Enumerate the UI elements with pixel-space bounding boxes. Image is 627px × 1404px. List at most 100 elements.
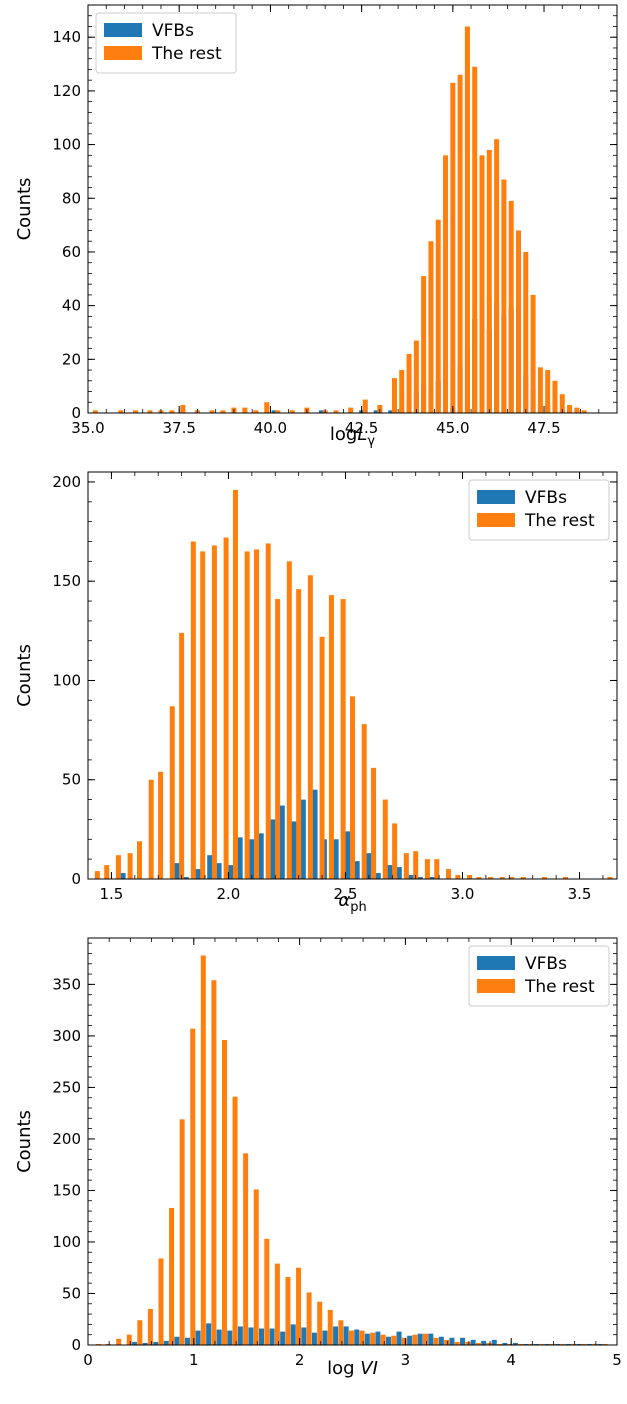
x-axis-label: αph [338, 890, 366, 915]
bar [301, 1327, 307, 1345]
bar [476, 877, 482, 879]
bar [340, 599, 346, 879]
bar [253, 410, 259, 413]
bar [391, 378, 397, 413]
x-tick-label: 4 [506, 1351, 516, 1369]
bar [371, 767, 377, 879]
x-axis-label: log VI [327, 1358, 378, 1379]
bar [563, 877, 568, 879]
bar [286, 561, 292, 879]
legend-label-the-rest: The rest [151, 44, 222, 64]
bar [290, 1324, 296, 1345]
bar [350, 696, 355, 879]
bar [291, 821, 297, 879]
y-tick-label: 100 [52, 1233, 81, 1251]
y-tick-label: 150 [52, 572, 81, 590]
y-tick-label: 100 [52, 671, 81, 689]
legend: VFBs The rest [468, 479, 610, 541]
bar [434, 859, 440, 879]
x-tick-label: 2.5 [334, 885, 358, 903]
bar [264, 1238, 270, 1345]
bar [433, 1337, 439, 1345]
legend-swatch-vfbs [104, 23, 142, 37]
bar [227, 1330, 233, 1345]
bar [180, 404, 186, 413]
bar [244, 551, 250, 879]
y-tick-label: 300 [52, 1027, 81, 1045]
bar [399, 370, 405, 413]
bar [501, 179, 507, 413]
x-tick-label: 35.0 [71, 419, 104, 437]
legend-label-the-rest: The rest [524, 511, 595, 531]
y-tick-label: 0 [71, 1336, 81, 1354]
x-tick-label: 45.0 [436, 419, 469, 437]
bar [158, 1258, 164, 1345]
legend-swatch-the-rest [477, 979, 515, 993]
bar [306, 1292, 312, 1345]
x-tick-label: 3.0 [451, 885, 475, 903]
bar [364, 1333, 370, 1345]
series-the-rest [92, 26, 587, 414]
bar [183, 877, 189, 879]
bar [424, 859, 430, 879]
bar [382, 799, 388, 879]
bar [366, 853, 372, 879]
bar [264, 402, 270, 413]
bar [221, 1040, 227, 1345]
bar [265, 543, 271, 879]
bar [343, 1326, 349, 1345]
legend-label-vfbs: VFBs [152, 21, 194, 41]
bar [258, 833, 264, 879]
bar [428, 241, 434, 413]
bar [607, 877, 613, 879]
bar [207, 855, 213, 879]
bar [417, 1333, 423, 1345]
y-axis-label: Counts [14, 1110, 35, 1173]
bar [423, 1333, 428, 1345]
bar [307, 575, 313, 879]
legend-label-vfbs: VFBs [525, 488, 567, 508]
bar [289, 410, 295, 413]
plot-frame [87, 937, 618, 1346]
bar [296, 589, 302, 879]
bar [413, 340, 419, 413]
x-tick-label: 3.5 [568, 885, 592, 903]
bar [464, 26, 470, 413]
bar [275, 410, 281, 413]
bar [444, 1339, 450, 1345]
bar [470, 1339, 476, 1345]
bar [190, 1028, 196, 1345]
x-tick-label: 1.5 [99, 885, 123, 903]
y-tick-label: 140 [52, 28, 81, 46]
bar [195, 869, 201, 879]
bar [270, 819, 276, 879]
y-tick-label: 0 [71, 870, 81, 888]
bar [544, 1343, 550, 1345]
bar [450, 82, 456, 413]
y-tick-label: 50 [62, 771, 81, 789]
bar [237, 1326, 243, 1345]
bar [362, 399, 368, 413]
bar [254, 549, 260, 879]
x-axis-label: logLγ [330, 424, 375, 449]
bar [537, 367, 543, 413]
x-tick-label: 47.5 [527, 419, 560, 437]
bar [280, 1331, 286, 1345]
y-axis-label: Counts [14, 178, 35, 241]
plot-frame [87, 471, 618, 880]
bar [169, 706, 175, 879]
bar [380, 1334, 386, 1345]
bar [396, 1331, 402, 1345]
bar [565, 1343, 571, 1345]
bar [147, 410, 153, 413]
bar [552, 380, 558, 413]
bar [243, 1153, 249, 1345]
bar [200, 551, 206, 879]
y-tick-label: 200 [52, 473, 81, 491]
bar [333, 1326, 339, 1345]
series-vfbs [132, 1323, 603, 1345]
bar [467, 875, 473, 879]
bar [338, 1320, 344, 1345]
